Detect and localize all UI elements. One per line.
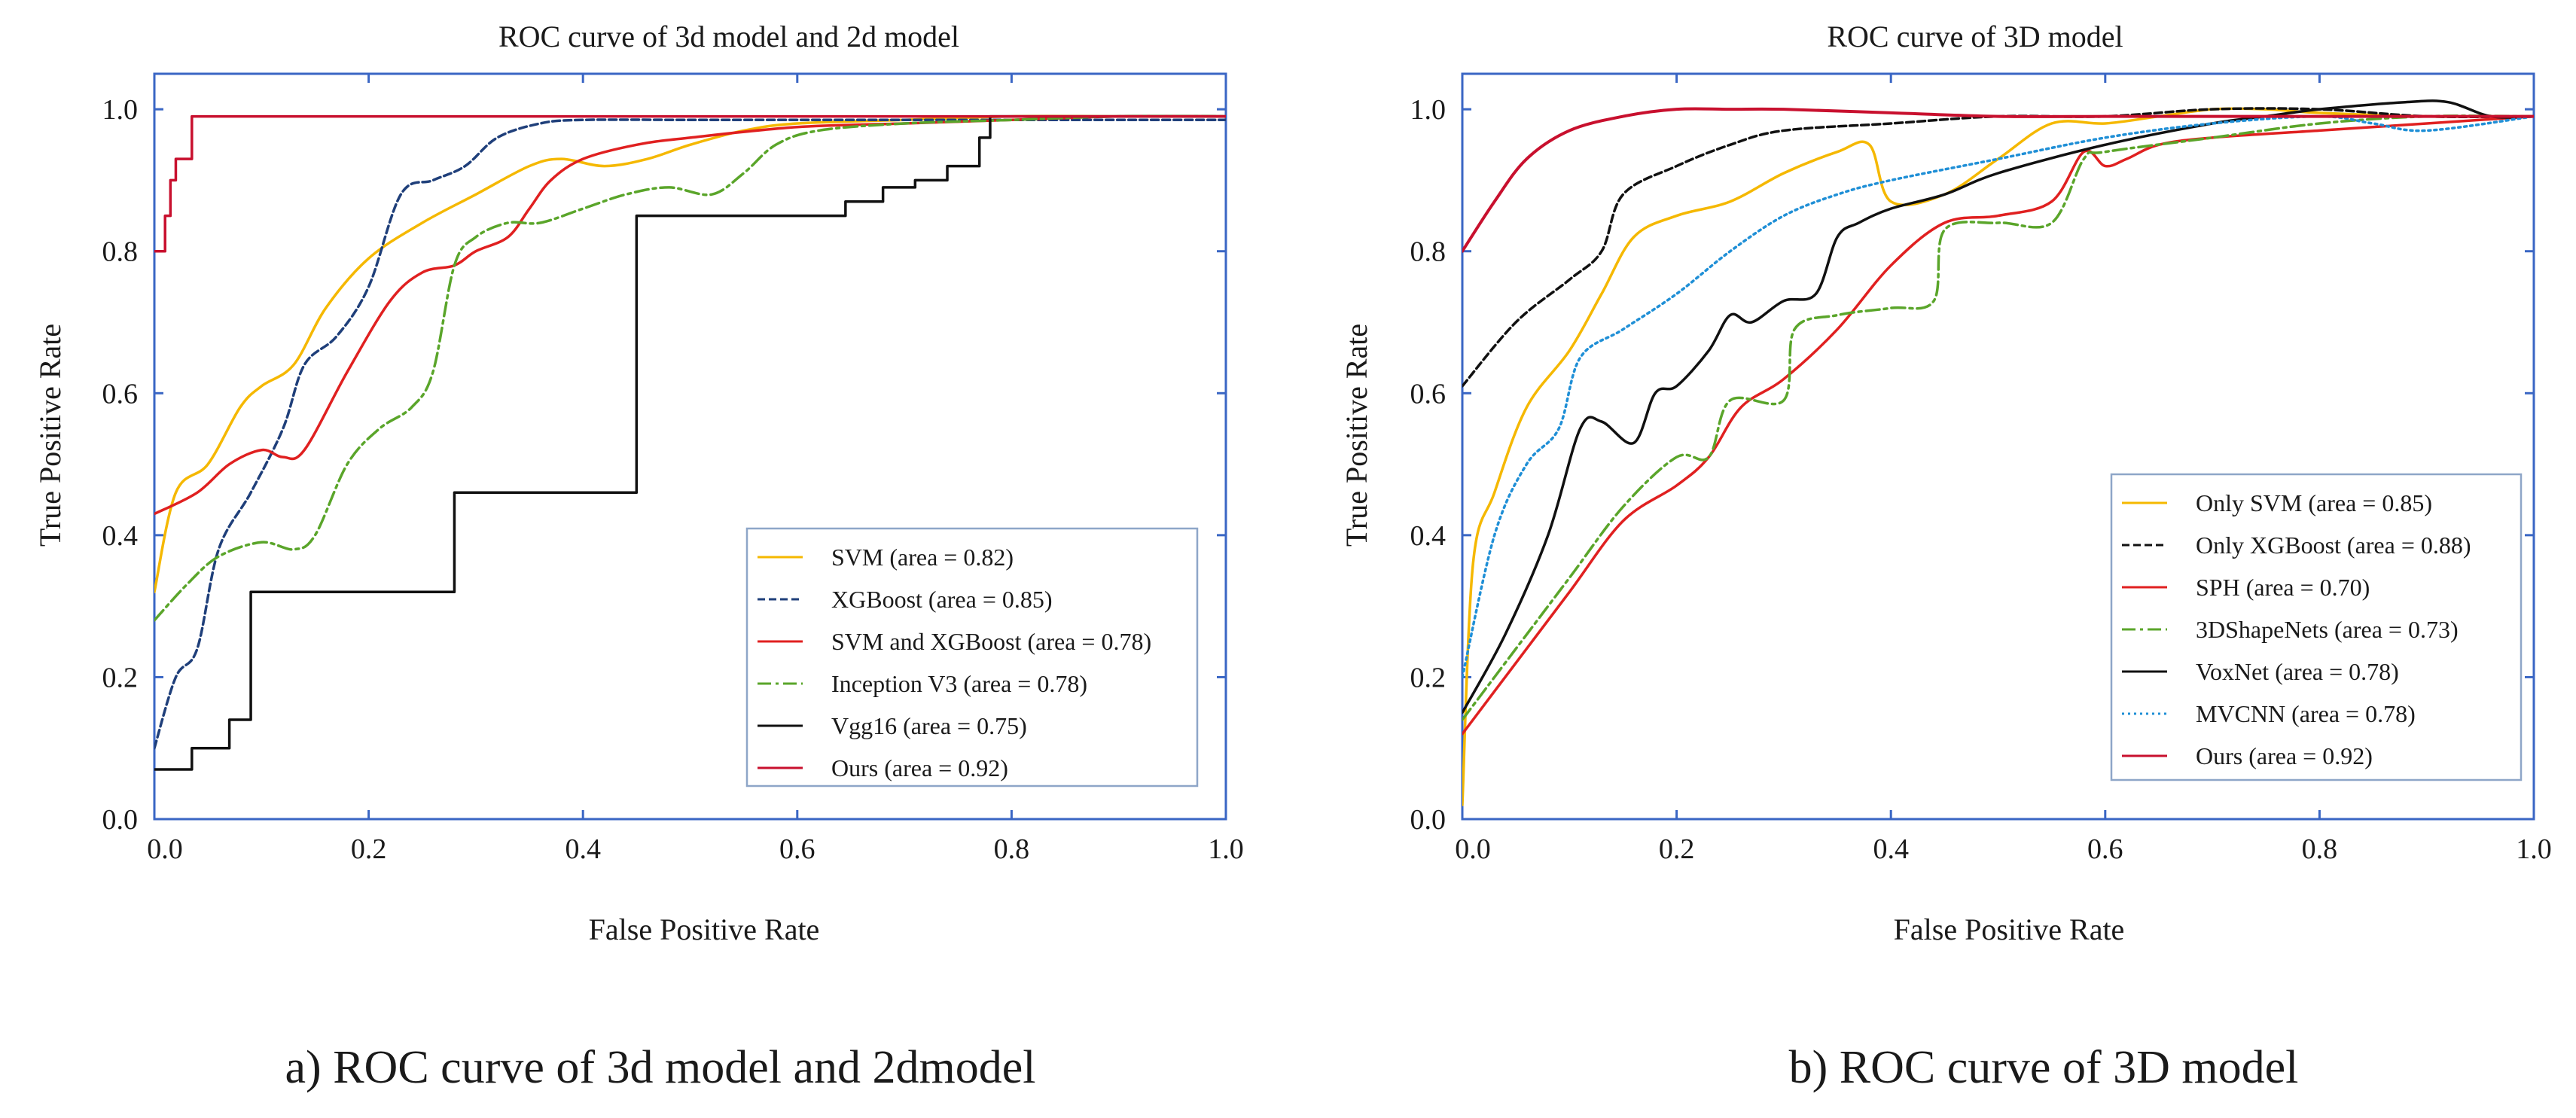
x-tick-label: 0.8 (994, 833, 1030, 865)
roc-curve-5 (154, 114, 1226, 253)
legend-box (745, 527, 1199, 787)
chart-title: ROC curve of 3D model (1827, 20, 2123, 53)
legend-label-0: Only SVM (area = 0.85) (2196, 489, 2432, 516)
legend-label-4: VoxNet (area = 0.78) (2196, 658, 2399, 685)
y-axis-label: True Positive Rate (33, 324, 67, 547)
y-tick-label: 0.8 (102, 236, 139, 268)
legend-label-2: SPH (area = 0.70) (2196, 574, 2370, 601)
figure-caption: b) ROC curve of 3D model (1789, 1042, 2299, 1093)
roc-curve-4 (1462, 99, 2534, 714)
x-tick-label: 0.2 (1659, 833, 1695, 865)
y-tick-label: 0.6 (1410, 378, 1447, 410)
legend-label-4: Vgg16 (area = 0.75) (831, 712, 1027, 739)
plot-frame (1461, 72, 2535, 821)
y-tick-label: 0.2 (102, 662, 139, 693)
legend-label-2: SVM and XGBoost (area = 0.78) (831, 628, 1151, 655)
roc-curve-3 (1462, 114, 2534, 721)
x-axis-label: False Positive Rate (589, 912, 820, 946)
y-tick-label: 0.0 (102, 804, 139, 836)
y-tick-label: 1.0 (1410, 94, 1447, 126)
roc-curve-1 (1462, 107, 2534, 388)
figure-caption: a) ROC curve of 3d model and 2dmodel (285, 1042, 1036, 1093)
y-tick-label: 0.4 (1410, 520, 1447, 552)
y-tick-label: 0.4 (102, 520, 139, 552)
curve-group (154, 114, 1226, 771)
x-tick-label: 0.2 (351, 833, 387, 865)
legend-label-3: 3DShapeNets (area = 0.73) (2196, 616, 2459, 643)
legend-label-1: Only XGBoost (area = 0.88) (2196, 532, 2471, 559)
legend: SVM (area = 0.82) XGBoost (area = 0.85) SV… (745, 527, 1199, 787)
x-tick-label: 0.0 (1455, 833, 1491, 865)
tick-group: 0.0 0.2 0.4 0.6 0.8 1.0 0.0 0.2 0.4 0.6 0.8 1.0 (1410, 74, 2552, 865)
chart-panel-a: ROC curve of 3d model and 2d model 0.0 0.… (33, 20, 1244, 1093)
curve-group (1462, 99, 2534, 806)
x-tick-label: 0.0 (147, 833, 183, 865)
legend-label-0: SVM (area = 0.82) (831, 544, 1014, 571)
chart-title: ROC curve of 3d model and 2d model (498, 20, 959, 53)
roc-curve-6 (1462, 107, 2534, 253)
y-tick-label: 0.2 (1410, 662, 1447, 693)
legend-label-5: MVCNN (area = 0.78) (2196, 700, 2416, 727)
plot-frame (153, 72, 1227, 821)
y-tick-label: 0.6 (102, 378, 139, 410)
legend-label-6: Ours (area = 0.92) (2196, 742, 2373, 769)
legend-label-1: XGBoost (area = 0.85) (831, 586, 1053, 613)
legend-label-3: Inception V3 (area = 0.78) (831, 670, 1087, 697)
chart-panel-b: ROC curve of 3D model 0.0 0.2 0.4 0.6 0.8 1.0… (1340, 20, 2552, 1093)
x-tick-label: 1.0 (1208, 833, 1244, 865)
x-tick-label: 0.8 (2302, 833, 2338, 865)
x-axis-label: False Positive Rate (1894, 912, 2125, 946)
y-tick-label: 1.0 (102, 94, 139, 126)
x-tick-label: 1.0 (2516, 833, 2552, 865)
roc-curve-0 (154, 114, 1226, 594)
roc-curve-5 (1462, 114, 2534, 679)
legend-label-5: Ours (area = 0.92) (831, 754, 1008, 781)
y-tick-label: 0.0 (1410, 804, 1447, 836)
legend-box (2110, 473, 2523, 781)
x-tick-label: 0.4 (1873, 833, 1909, 865)
roc-curve-4 (154, 114, 1226, 771)
roc-curve-1 (154, 118, 1226, 750)
y-tick-label: 0.8 (1410, 236, 1447, 268)
x-tick-label: 0.4 (565, 833, 601, 865)
tick-group: 0.0 0.2 0.4 0.6 0.8 1.0 0.0 0.2 0.4 0.6 0.8 1.0 (102, 74, 1244, 865)
y-axis-label: True Positive Rate (1340, 324, 1373, 547)
legend: Only SVM (area = 0.85) Only XGBoost (area… (2110, 473, 2523, 781)
x-tick-label: 0.6 (779, 833, 815, 865)
roc-curve-2 (154, 114, 1226, 516)
roc-curve-3 (154, 114, 1226, 622)
x-tick-label: 0.6 (2087, 833, 2123, 865)
